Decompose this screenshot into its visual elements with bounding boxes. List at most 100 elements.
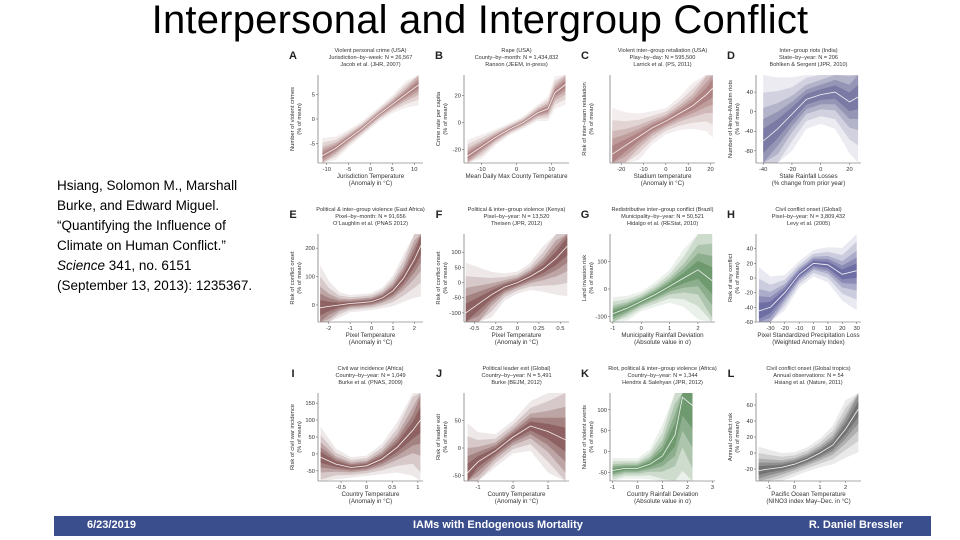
x-tick-label: 2: [696, 326, 699, 332]
y-tick-label: -60: [745, 320, 753, 326]
footer-title: IAMs with Endogenous Mortality: [413, 519, 583, 531]
y-tick-label: 100: [597, 260, 607, 266]
mean-line: [467, 84, 566, 157]
x-tick-label: 10: [825, 326, 831, 332]
confidence-band: [758, 234, 857, 322]
y-tick-label: 20: [455, 93, 461, 99]
panel-letter: J: [436, 368, 442, 380]
x-tick-label: 10: [685, 167, 691, 173]
confidence-band: [320, 393, 421, 473]
confidence-band: [612, 79, 713, 163]
y-axis-label: (% of mean): [589, 103, 595, 135]
x-tick-label: -0.5: [469, 326, 479, 332]
confidence-band: [763, 75, 859, 163]
panel-header-line: Municipality–by–year: N = 50,521: [621, 214, 704, 220]
panel-header-line: Country–by–year: N = 1,049: [335, 373, 405, 379]
confidence-band: [758, 250, 857, 322]
x-tick-label: 1: [416, 485, 419, 491]
panel-header-line: Pixel–by–year: N = 13,520: [484, 214, 550, 220]
y-tick-label: -50: [453, 474, 461, 480]
confidence-band: [465, 234, 568, 322]
y-tick-label: 200: [305, 246, 315, 252]
panel-e: E Political & inter–group violence (East …: [289, 207, 425, 346]
x-tick-label: 5: [391, 167, 394, 173]
x-tick-label: 0: [640, 326, 643, 332]
x-tick-label: -1: [348, 326, 353, 332]
y-axis-label: (% of mean): [589, 421, 595, 453]
confidence-band: [467, 393, 566, 481]
x-tick-label: -20: [781, 326, 789, 332]
panel-header-line: O’Laughlin et al. (PNAS 2012): [333, 221, 408, 227]
panel-c: C Violent inter–group retaliation (USA)Pl…: [581, 48, 715, 187]
figure-panel-grid: A Violent personal crime (USA)Jurisdictio…: [289, 48, 861, 505]
x-tick-label: -10: [795, 326, 803, 332]
panel-letter: G: [581, 209, 590, 221]
y-axis-label: Number of Hindu–Muslim riots: [728, 80, 734, 158]
panel-header-line: State–by–year: N = 206: [779, 55, 838, 61]
panel-letter: B: [435, 50, 443, 62]
y-tick-label: 100: [305, 418, 315, 424]
y-tick-label: 0: [458, 446, 461, 452]
x-tick-label: 10: [411, 167, 417, 173]
panel-f: F Political & inter–group violence (Kenya…: [436, 207, 569, 346]
confidence-band: [320, 393, 421, 480]
x-tick-label: -0.5: [336, 485, 346, 491]
panel-header-line: Bohlken & Sergent (JPR, 2010): [769, 62, 847, 68]
panel-header-line: Hsiang et al. (Nature, 2011): [774, 380, 842, 386]
confidence-band: [612, 393, 693, 481]
y-tick-label: 0: [312, 452, 315, 458]
y-axis-label: Land invasion risk: [582, 255, 588, 302]
y-axis-label: (% of mean): [735, 421, 741, 453]
x-tick-label: 1: [818, 485, 821, 491]
confidence-band: [763, 75, 859, 163]
y-axis-label: Risk of conflict onset: [436, 251, 442, 305]
confidence-band: [322, 75, 419, 163]
panel-header-line: Hendrix & Salehyan (JPR, 2012): [622, 380, 703, 386]
confidence-band: [763, 84, 859, 154]
panel-letter: F: [436, 209, 443, 221]
x-axis-label: (Anomaly in °C): [495, 498, 538, 505]
y-axis-label: (% of mean): [589, 262, 595, 294]
y-axis-label: (% of mean): [297, 421, 303, 453]
panel-header-line: Burke et al. (PNAS, 2009): [338, 380, 402, 386]
x-tick-label: 1: [668, 326, 671, 332]
mean-line: [467, 425, 566, 474]
panel-header-line: Country–by–year: N = 1,344: [627, 373, 697, 379]
panel-header-line: Violent personal crime (USA): [334, 48, 406, 54]
x-tick-label: 20: [846, 167, 852, 173]
panel-letter: C: [581, 50, 589, 62]
y-tick-label: 40: [747, 419, 753, 425]
x-axis-label: (Anomaly in °C): [349, 339, 392, 346]
x-tick-label: 10: [548, 167, 554, 173]
panel-letter: D: [727, 50, 735, 62]
confidence-band: [612, 75, 713, 163]
panel-l: L Civil conflict onset (Global tropics)An…: [728, 366, 861, 505]
confidence-band: [612, 393, 693, 481]
y-tick-label: -50: [453, 296, 461, 302]
y-axis-label: (% of mean): [443, 421, 449, 453]
confidence-band: [320, 393, 421, 481]
y-axis-label: (% of mean): [735, 262, 741, 294]
panel-k: K Riot, political & inter–group violence …: [581, 366, 717, 505]
y-axis-label: (% of mean): [735, 103, 741, 135]
panel-header-line: Political leader exit (Global): [482, 366, 550, 372]
y-axis-label: Risk of leader exit: [436, 414, 442, 460]
x-tick-label: 1: [391, 326, 394, 332]
x-axis-label: (Anomaly in °C): [641, 180, 684, 187]
x-axis-label: Municipality Rainfall Deviation: [621, 332, 704, 339]
x-axis-label: Mean Daily Max County Temperature: [465, 173, 568, 180]
x-axis-label: Pixel Standardized Precipitation Loss: [757, 332, 859, 339]
y-tick-label: -20: [453, 147, 461, 153]
panel-h: H Civil conflict onset (Global)Pixel–by–y…: [727, 207, 861, 346]
y-axis-label: Crime rate per capita: [436, 91, 442, 146]
confidence-band: [612, 75, 713, 163]
panel-b: B Rape (USA)County–by–month: N = 1,434,83…: [435, 48, 569, 180]
confidence-band: [758, 393, 859, 481]
x-tick-label: 0.5: [556, 326, 564, 332]
y-tick-label: 150: [305, 401, 315, 407]
x-tick-label: -10: [477, 167, 485, 173]
confidence-band: [758, 394, 859, 479]
panel-letter: L: [728, 368, 735, 380]
x-tick-label: 0: [812, 326, 815, 332]
x-tick-label: 0: [793, 485, 796, 491]
